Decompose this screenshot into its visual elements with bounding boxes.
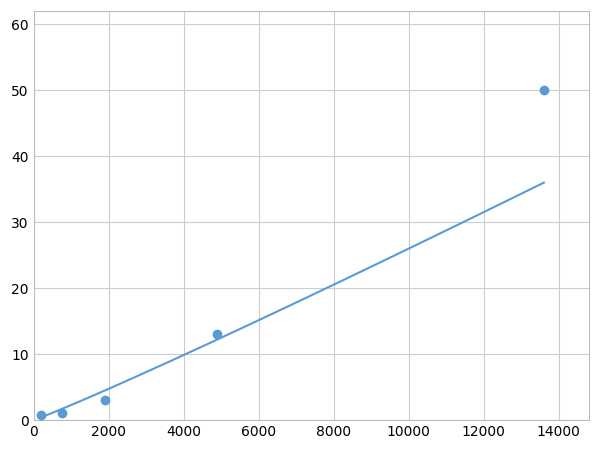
Point — [57, 410, 67, 417]
Point — [100, 396, 110, 404]
Point — [37, 412, 46, 419]
Point — [539, 87, 548, 94]
Point — [212, 331, 222, 338]
